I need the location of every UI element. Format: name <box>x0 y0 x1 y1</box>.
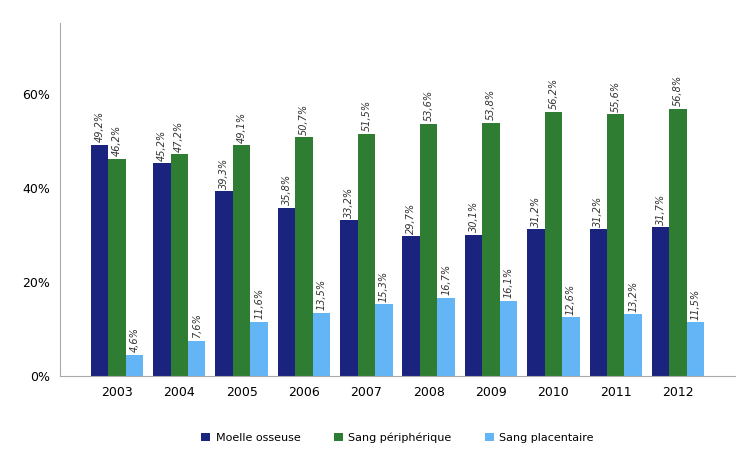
Text: 53,6%: 53,6% <box>424 90 433 122</box>
Bar <box>590 230 607 376</box>
Text: 11,6%: 11,6% <box>254 288 264 319</box>
Bar <box>527 230 544 376</box>
Text: 7,6%: 7,6% <box>192 313 202 338</box>
Bar <box>251 322 268 376</box>
Bar <box>437 298 454 376</box>
Bar <box>296 137 313 376</box>
Text: 53,8%: 53,8% <box>486 90 496 121</box>
Bar <box>465 235 482 376</box>
Text: 12,6%: 12,6% <box>566 284 576 315</box>
Bar <box>420 124 437 376</box>
Bar <box>91 145 108 376</box>
Text: 15,3%: 15,3% <box>379 271 388 302</box>
Text: 49,1%: 49,1% <box>236 112 247 143</box>
Text: 13,5%: 13,5% <box>316 279 326 310</box>
Bar <box>232 145 250 376</box>
Text: 31,7%: 31,7% <box>656 194 666 224</box>
Bar <box>670 109 687 376</box>
Text: 55,6%: 55,6% <box>610 81 621 112</box>
Text: 13,2%: 13,2% <box>628 281 638 312</box>
Bar <box>625 314 642 376</box>
Text: 31,2%: 31,2% <box>531 196 541 227</box>
Bar <box>170 154 188 376</box>
Text: 16,1%: 16,1% <box>503 267 514 298</box>
Text: 56,8%: 56,8% <box>674 75 683 106</box>
Bar <box>278 207 296 376</box>
Text: 56,2%: 56,2% <box>548 78 559 109</box>
Bar <box>313 313 330 376</box>
Text: 47,2%: 47,2% <box>174 120 184 151</box>
Bar <box>544 112 562 376</box>
Bar <box>607 114 625 376</box>
Bar <box>108 159 125 376</box>
Text: 29,7%: 29,7% <box>406 203 416 234</box>
Text: 45,2%: 45,2% <box>157 130 166 161</box>
Bar <box>562 317 580 376</box>
Bar <box>652 227 670 376</box>
Text: 4,6%: 4,6% <box>129 327 140 353</box>
Text: 35,8%: 35,8% <box>281 174 292 205</box>
Text: 16,7%: 16,7% <box>441 264 452 295</box>
Bar <box>340 220 358 376</box>
Bar <box>215 191 232 376</box>
Bar <box>500 301 517 376</box>
Bar <box>358 134 375 376</box>
Text: 49,2%: 49,2% <box>94 111 104 142</box>
Text: 33,2%: 33,2% <box>344 186 354 218</box>
Bar <box>375 304 392 376</box>
Bar <box>687 322 704 376</box>
Bar <box>125 355 143 376</box>
Text: 31,2%: 31,2% <box>593 196 603 227</box>
Text: 30,1%: 30,1% <box>469 201 478 232</box>
Bar <box>153 163 170 376</box>
Text: 46,2%: 46,2% <box>112 125 122 157</box>
Legend: Moelle osseuse, Sang périphérique, Sang placentaire: Moelle osseuse, Sang périphérique, Sang … <box>196 428 598 447</box>
Text: 51,5%: 51,5% <box>362 100 371 131</box>
Text: 39,3%: 39,3% <box>219 158 230 189</box>
Text: 11,5%: 11,5% <box>691 289 700 320</box>
Bar <box>482 123 500 376</box>
Bar <box>188 341 206 376</box>
Text: 50,7%: 50,7% <box>299 104 309 135</box>
Bar <box>403 236 420 376</box>
